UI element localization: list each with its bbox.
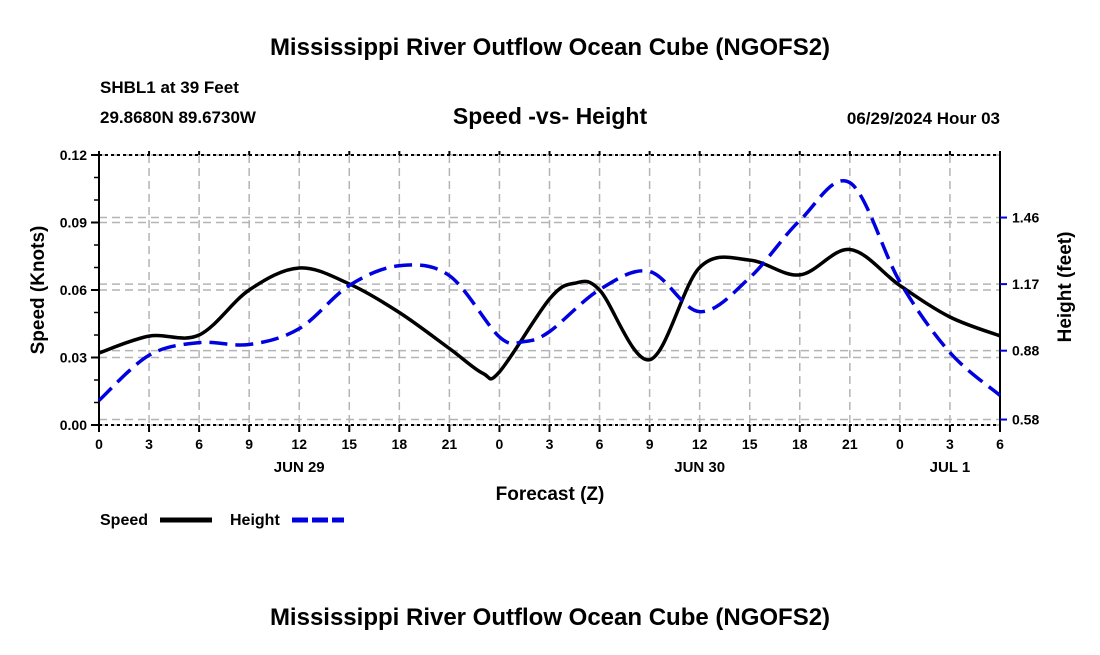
station-label: SHBL1 at 39 Feet [100, 78, 239, 97]
y2-tick-label: 0.58 [1012, 412, 1039, 428]
x-tick-label: 12 [291, 436, 307, 452]
footer-title: Mississippi River Outflow Ocean Cube (NG… [270, 604, 830, 631]
x-tick-label: 6 [596, 436, 604, 452]
x-tick-label: 6 [195, 436, 203, 452]
y-tick-label: 0.09 [60, 215, 87, 231]
date-label: JUN 30 [674, 459, 725, 476]
x-tick-label: 0 [496, 436, 504, 452]
grid [99, 154, 1000, 426]
series-speed-line [98, 247, 1001, 381]
y2-tick-label: 1.46 [1012, 210, 1039, 226]
y2-tick-label: 1.17 [1012, 276, 1039, 292]
series [97, 179, 1002, 402]
x-tick-label: 3 [946, 436, 954, 452]
chart-title: Mississippi River Outflow Ocean Cube (NG… [270, 34, 830, 61]
legend: Speed Height [100, 512, 344, 529]
x-tick-label: 9 [245, 436, 253, 452]
y-tick-label: 0.06 [60, 282, 87, 298]
legend-height-label: Height [230, 512, 280, 529]
x-tick-label: 0 [95, 436, 103, 452]
axes: 0.00 0.03 0.06 0.09 0.12 0.58 0.88 1.17 1.46 0 3 6 9… [60, 147, 1040, 476]
y-tick-label: 0.03 [60, 350, 87, 366]
x-tick-label: 21 [442, 436, 458, 452]
x-tick-label: 12 [692, 436, 708, 452]
date-label: JUL 1 [930, 459, 971, 476]
x-axis-label: Forecast (Z) [496, 484, 605, 505]
x-tick-label: 21 [842, 436, 858, 452]
station-coords: 29.8680N 89.6730W [100, 108, 257, 127]
y-tick-label: 0.00 [60, 417, 87, 433]
date-label: JUN 29 [274, 459, 325, 476]
x-tick-label: 18 [792, 436, 808, 452]
x-tick-label: 3 [546, 436, 554, 452]
x-tick-label: 15 [742, 436, 758, 452]
forecast-datetime: 06/29/2024 Hour 03 [847, 109, 1000, 128]
chart-subtitle: Speed -vs- Height [453, 103, 648, 129]
x-tick-label: 18 [392, 436, 408, 452]
x-tick-label: 9 [646, 436, 654, 452]
x-tick-label: 6 [996, 436, 1004, 452]
x-tick-label: 3 [145, 436, 153, 452]
y2-tick-label: 0.88 [1012, 343, 1039, 359]
x-tick-label: 15 [341, 436, 357, 452]
y2-axis-label: Height (feet) [1055, 232, 1076, 343]
legend-speed-label: Speed [100, 512, 148, 529]
y-tick-label: 0.12 [60, 147, 87, 163]
y-axis-label: Speed (Knots) [28, 226, 49, 355]
x-tick-label: 0 [896, 436, 904, 452]
series-height-line [97, 179, 1002, 402]
